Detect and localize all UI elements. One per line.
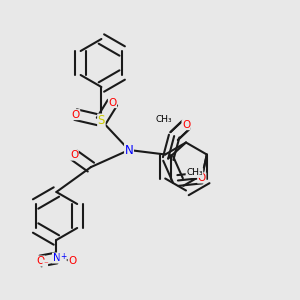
Text: O: O xyxy=(198,173,206,183)
Text: O: O xyxy=(182,120,190,130)
Text: ⁻: ⁻ xyxy=(43,260,48,269)
Text: O: O xyxy=(36,256,45,266)
Text: N: N xyxy=(52,253,60,263)
Text: O: O xyxy=(68,256,76,266)
Text: +: + xyxy=(60,252,66,261)
Text: S: S xyxy=(98,114,105,127)
Text: N: N xyxy=(124,143,134,157)
Text: O: O xyxy=(71,110,80,120)
Text: O: O xyxy=(108,98,117,108)
Text: CH₃: CH₃ xyxy=(186,169,203,178)
Text: CH₃: CH₃ xyxy=(155,115,172,124)
Text: O: O xyxy=(70,150,78,160)
